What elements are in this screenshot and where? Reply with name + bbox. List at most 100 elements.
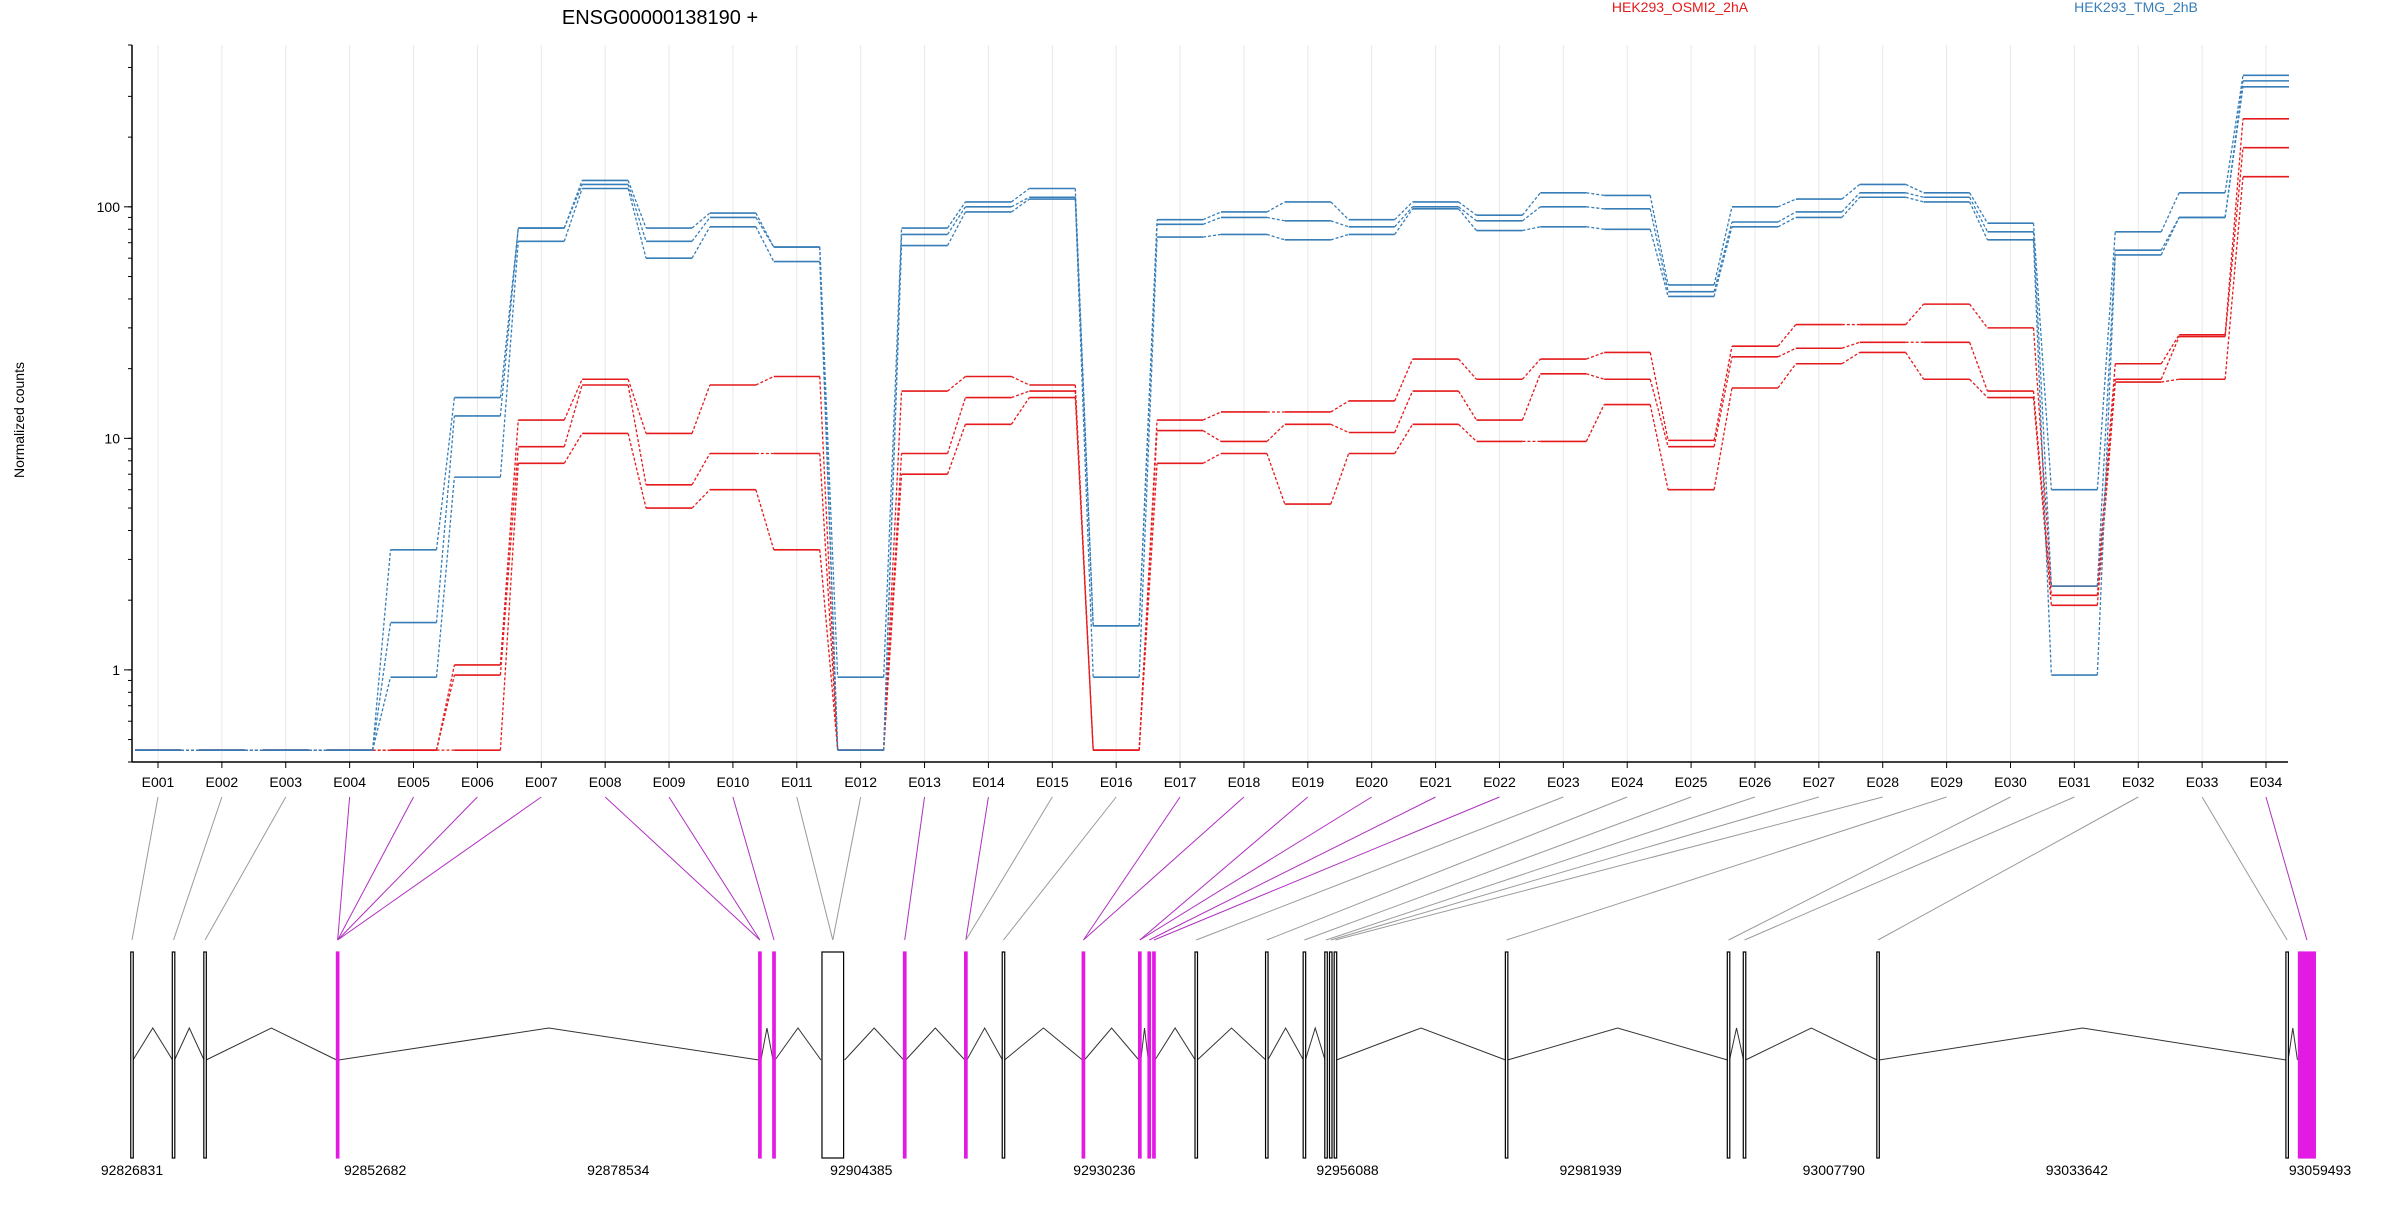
exon-connector [204,796,287,941]
exon-connector [173,796,223,941]
data-connector [2161,378,2180,383]
x-tick-label: E002 [206,774,239,790]
exon-block [1264,951,1269,1159]
exon-block [1333,951,1338,1159]
exon-block [1302,951,1307,1159]
genome-tick-label: 93033642 [2046,1162,2109,1178]
data-connector [1713,387,1733,490]
exon-connector [1153,796,1500,941]
data-connector [1586,206,1605,210]
data-connector [1713,206,1733,286]
data-connector [946,206,966,235]
data-connector [1969,303,1989,329]
x-tick-label: E032 [2122,774,2155,790]
data-connector [2032,231,2053,587]
genome-tick-label: 92878534 [587,1162,650,1178]
exon-connector [1139,796,1309,941]
data-connector [1649,379,1669,447]
exon-block-highlight [335,951,340,1159]
data-connector [1841,183,1861,200]
x-tick-label: E006 [461,774,494,790]
exon-connector [1877,796,2139,941]
data-connector [1521,373,1541,421]
exon-block-highlight [2297,951,2316,1159]
data-connector [1074,397,1094,751]
y-tick-label: 100 [97,199,121,215]
exon-block [1876,951,1880,1159]
x-tick-label: E011 [781,774,813,790]
exon-block [130,951,134,1159]
exon-block [821,951,845,1159]
x-tick-label: E026 [1739,774,1772,790]
data-connector [2096,254,2116,676]
data-connector [819,247,839,678]
exon-connector [1330,796,1819,941]
x-tick-label: E009 [653,774,686,790]
data-connector [1330,220,1349,228]
data-connector [2224,176,2244,380]
data-connector [1905,303,1925,326]
x-tick-label: E013 [908,774,941,790]
data-connector [627,180,647,229]
data-connector [1330,400,1350,413]
data-connector [1586,351,1605,360]
data-connector [1330,233,1349,241]
exon-block [171,951,176,1159]
data-connector [1586,226,1605,230]
data-connector [1011,375,1030,386]
data-connector [1202,211,1222,221]
data-connector [946,211,967,246]
data-connector [1394,358,1414,402]
x-tick-label: E007 [525,774,558,790]
exon-connector [1266,796,1628,941]
intron [1878,1027,2287,1061]
data-connector [1586,192,1605,197]
data-connector [691,489,711,509]
data-connector [1905,196,1924,203]
data-connector [1202,411,1222,421]
exon-block [1328,951,1333,1159]
data-connector [2032,239,2053,676]
exon-connector [832,796,862,941]
y-tick-label: 10 [104,430,120,446]
genome-tick-label: 92930236 [1073,1162,1136,1178]
legend-label-osmi2: HEK293_OSMI2_2hA [1612,0,1749,15]
data-connector [1074,197,1094,626]
exon-connector [1196,796,1564,941]
data-connector [1266,216,1285,222]
data-connector [1458,208,1477,231]
data-connector [1521,358,1541,380]
data-connector [946,397,967,454]
data-connector [1394,208,1414,235]
series-5 [135,85,2289,751]
data-connector [435,674,456,751]
data-connector [1458,201,1477,216]
x-tick-label: E029 [1930,774,1963,790]
series-2 [135,175,2289,751]
data-connector [563,188,583,242]
x-tick-label: E030 [1994,774,2027,790]
data-connector [1522,206,1541,222]
data-connector [1458,390,1478,421]
exon-block-highlight [902,951,907,1159]
data-connector [1713,356,1733,447]
data-connector [1649,404,1669,490]
data-connector [499,446,519,676]
data-connector [499,227,519,398]
x-tick-label: E015 [1036,774,1069,790]
exon-block-highlight [1147,951,1152,1159]
data-connector [755,212,775,248]
x-tick-label: E021 [1419,774,1452,790]
data-connector [1458,206,1477,222]
data-connector [883,474,903,751]
data-connector [2032,223,2053,490]
data-connector [2160,217,2180,256]
intron [1004,1027,1083,1061]
x-tick-label: E018 [1228,774,1261,790]
x-tick-label: E012 [844,774,877,790]
x-tick-label: E014 [972,774,1005,790]
exon-connector [2201,796,2288,941]
data-connector [1713,346,1733,441]
data-connector [1266,233,1286,241]
